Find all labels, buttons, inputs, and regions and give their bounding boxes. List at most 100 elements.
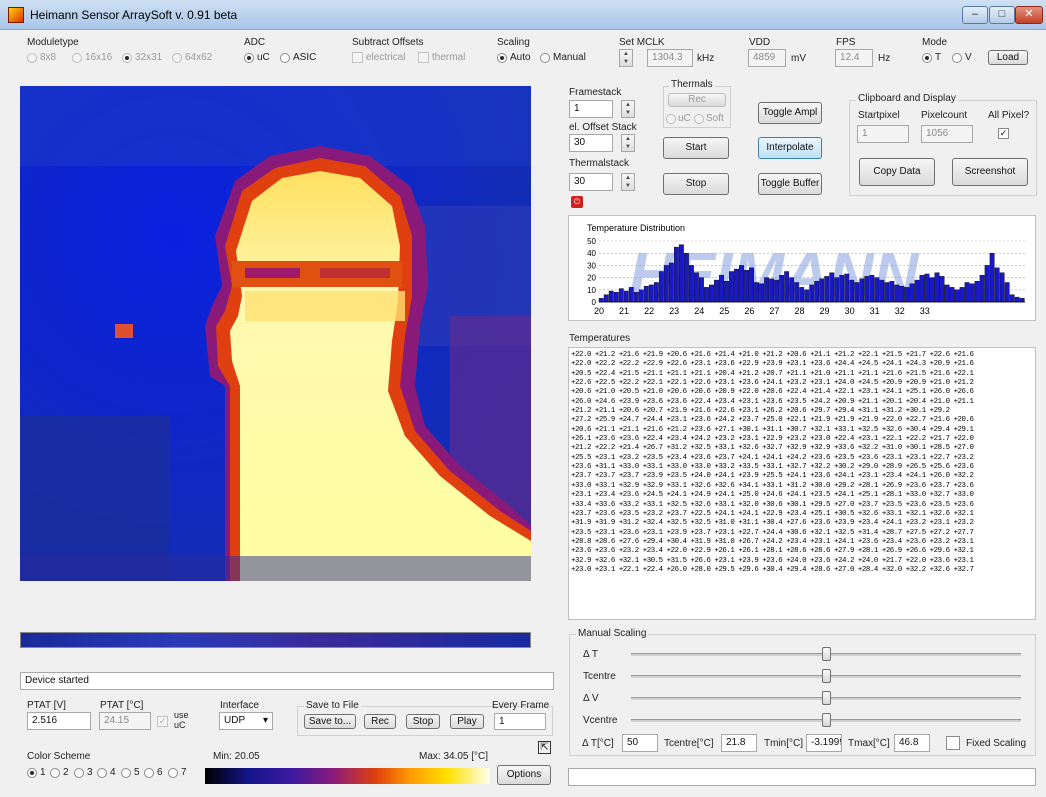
scaling-auto-radio[interactable] — [497, 53, 507, 63]
interface-select[interactable]: UDP ▾ — [219, 712, 273, 730]
clipboard-label: Clipboard and Display — [856, 93, 958, 104]
moduletype-64x62-radio[interactable] — [172, 53, 182, 63]
down-arrow-icon: ▼ — [625, 110, 631, 116]
load-button[interactable]: Load — [988, 50, 1028, 65]
close-button[interactable]: ✕ — [1015, 6, 1043, 24]
thermals-soft-radio[interactable] — [694, 114, 704, 124]
mode-v-radio[interactable] — [952, 53, 962, 63]
copy-data-button[interactable]: Copy Data — [859, 158, 935, 186]
electrical-checkbox[interactable] — [352, 52, 363, 63]
adc-uc-radio[interactable] — [244, 53, 254, 63]
histogram-bar — [598, 298, 604, 303]
vcentre-thumb[interactable] — [822, 713, 831, 727]
scaling-label: Scaling — [497, 37, 530, 48]
tmax-input[interactable]: 46.8 — [894, 734, 930, 752]
color-scheme-5-radio[interactable] — [121, 768, 131, 778]
moduletype-16x16-radio[interactable] — [72, 53, 82, 63]
temperature-row: +32.9 +32.6 +32.1 +30.5 +31.5 +26.6 +23.… — [571, 556, 974, 565]
histogram-bar — [779, 274, 785, 303]
histogram-bar — [989, 253, 995, 303]
vcentre-slider[interactable] — [631, 713, 1021, 727]
interpolate-button[interactable]: Interpolate — [758, 137, 822, 159]
start-button[interactable]: Start — [663, 137, 729, 159]
delta-t-slider[interactable] — [631, 647, 1021, 661]
temperatures-label: Temperatures — [569, 333, 631, 344]
color-scheme-4-radio[interactable] — [97, 768, 107, 778]
temperature-row: +25.5 +23.1 +23.2 +23.5 +23.4 +23.6 +23.… — [571, 453, 974, 462]
histogram-bar — [969, 283, 975, 303]
power-icon[interactable]: ⏻ — [571, 196, 583, 208]
color-scheme-2-radio[interactable] — [50, 768, 60, 778]
histogram-bar — [854, 282, 860, 303]
thermals-rec-button[interactable]: Rec — [668, 93, 726, 107]
framestack-spinner[interactable]: ▲ ▼ — [621, 100, 635, 118]
startpixel-input[interactable]: 1 — [857, 125, 909, 143]
histogram-bar — [1014, 296, 1020, 303]
histogram-bar — [613, 292, 619, 303]
color-scheme-6-radio[interactable] — [144, 768, 154, 778]
delta-v-thumb[interactable] — [822, 691, 831, 705]
expand-icon[interactable]: ⇱ — [538, 741, 551, 754]
tc-input[interactable]: 21.8 — [721, 734, 757, 752]
all-pixel-checkbox[interactable]: ✓ — [998, 128, 1009, 139]
stop-file-button[interactable]: Stop — [406, 714, 440, 729]
delta-v-slider[interactable] — [631, 691, 1021, 705]
scaling-manual-radio[interactable] — [540, 53, 550, 63]
x-tick-label: 31 — [870, 306, 880, 316]
play-button[interactable]: Play — [450, 714, 484, 729]
fixed-scaling-checkbox[interactable] — [946, 736, 960, 750]
thermalstack-spinner[interactable]: ▲ ▼ — [621, 173, 635, 191]
dt-input[interactable]: 50 — [622, 734, 658, 752]
histogram-bar — [934, 272, 940, 303]
color-scheme-7-radio[interactable] — [168, 768, 178, 778]
every-frame-input[interactable]: 1 — [494, 713, 546, 730]
chart-title: Temperature Distribution — [587, 223, 685, 233]
temperatures-box[interactable]: +22.0 +21.2 +21.6 +21.9 +20.6 +21.6 +21.… — [568, 347, 1036, 620]
el-offset-spinner[interactable]: ▲ ▼ — [621, 134, 635, 152]
set-mclk-label: Set MCLK — [619, 37, 665, 48]
interface-value: UDP — [224, 715, 246, 726]
tmin-input[interactable]: -3.1999 — [806, 734, 842, 752]
use-uc-checkbox[interactable]: ✓ — [157, 716, 168, 727]
tcentre-thumb[interactable] — [822, 669, 831, 683]
rec-button[interactable]: Rec — [364, 714, 396, 729]
minimize-button[interactable]: – — [962, 6, 988, 24]
mclk-input[interactable]: 1304.3 — [647, 49, 693, 67]
pixelcount-input[interactable]: 1056 — [921, 125, 973, 143]
framestack-input[interactable]: 1 — [569, 100, 613, 118]
x-tick-label: 29 — [820, 306, 830, 316]
thermalstack-input[interactable]: 30 — [569, 173, 613, 191]
subtract-offsets-label: Subtract Offsets — [352, 37, 424, 48]
y-tick-label: 10 — [587, 286, 596, 295]
color-scheme-4-label: 4 — [110, 767, 116, 778]
histogram-bar — [999, 272, 1005, 303]
histogram-bar — [949, 287, 955, 303]
save-to-button[interactable]: Save to... — [304, 714, 356, 729]
adc-asic-radio[interactable] — [280, 53, 290, 63]
color-scheme-3-radio[interactable] — [74, 768, 84, 778]
options-button[interactable]: Options — [497, 765, 551, 785]
histogram-bar — [678, 244, 684, 303]
mode-t-label: T — [935, 52, 942, 63]
tcentre-slider[interactable] — [631, 669, 1021, 683]
thermal-checkbox[interactable] — [418, 52, 429, 63]
delta-t-thumb[interactable] — [822, 647, 831, 661]
screenshot-button[interactable]: Screenshot — [952, 158, 1028, 186]
thermals-uc-radio[interactable] — [666, 114, 676, 124]
toggle-buffer-button[interactable]: Toggle Buffer — [758, 173, 822, 195]
mode-t-radio[interactable] — [922, 53, 932, 63]
vcentre-label: Vcentre — [583, 715, 618, 726]
el-offset-stack-input[interactable]: 30 — [569, 134, 613, 152]
mclk-spinner[interactable]: ▲ ▼ — [619, 49, 633, 67]
histogram-bar — [724, 281, 729, 303]
histogram-bar — [764, 277, 769, 303]
stop-button[interactable]: Stop — [663, 173, 729, 195]
moduletype-32x31-label: 32x31 — [135, 52, 163, 63]
maximize-button[interactable]: □ — [989, 6, 1015, 24]
moduletype-8x8-radio[interactable] — [27, 53, 37, 63]
color-scheme-1-radio[interactable] — [27, 768, 37, 778]
moduletype-32x31-radio[interactable] — [122, 53, 132, 63]
y-tick-label: 30 — [587, 261, 596, 270]
toggle-ampl-button[interactable]: Toggle Ampl — [758, 102, 822, 124]
histogram-bar — [709, 284, 714, 303]
